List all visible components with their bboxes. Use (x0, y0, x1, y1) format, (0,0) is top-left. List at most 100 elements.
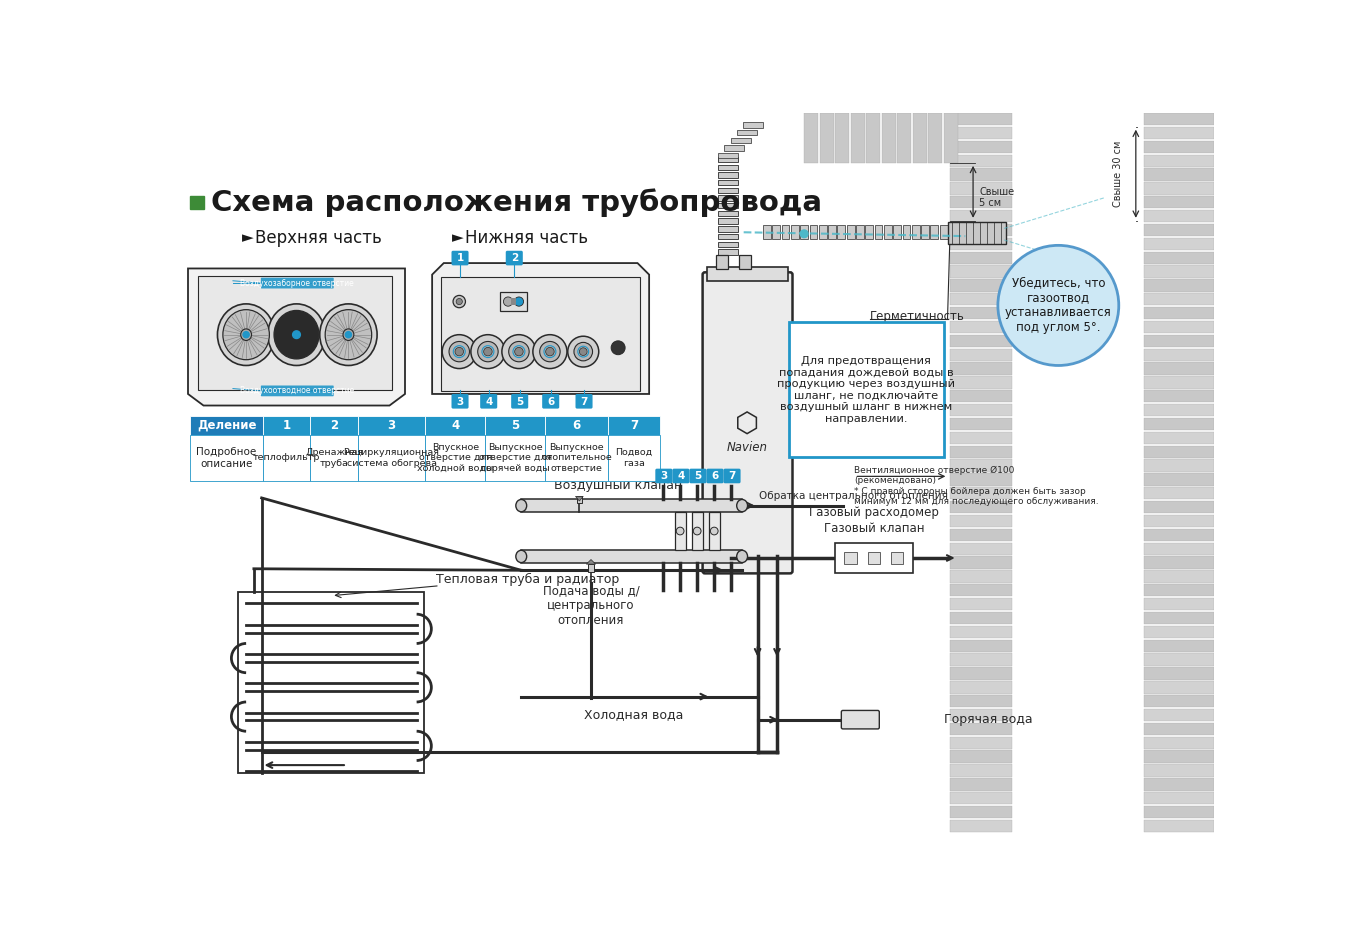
Bar (1144, 196, 1214, 208)
Bar (1144, 473, 1214, 486)
Bar (921, 225, 929, 239)
Bar (1144, 335, 1214, 347)
Text: теплофильтр: теплофильтр (252, 454, 320, 462)
Polygon shape (587, 560, 596, 565)
Bar (441, 277, 639, 391)
Bar (718, 157, 738, 162)
FancyBboxPatch shape (260, 278, 333, 289)
Text: Схема расположения трубопровода: Схема расположения трубопровода (212, 188, 823, 216)
Bar (674, 512, 685, 550)
Bar (950, 348, 1012, 360)
Circle shape (573, 343, 592, 360)
Bar (1144, 805, 1214, 819)
Bar (950, 154, 1012, 167)
Text: Вентиляционное отверстие Ø100
(рекомендовано)
* С правой стороны бойлера должен : Вентиляционное отверстие Ø100 (рекомендо… (854, 466, 1099, 506)
Bar (718, 218, 738, 224)
Text: Подача воды д/
центрального
отопления: Подача воды д/ центрального отопления (542, 584, 639, 628)
Polygon shape (576, 497, 583, 501)
Bar (707, 267, 788, 280)
Bar (1144, 279, 1214, 292)
Bar (1144, 584, 1214, 597)
Bar (198, 276, 391, 391)
Circle shape (478, 342, 498, 361)
Bar (912, 225, 920, 239)
Bar (800, 225, 808, 239)
Bar (1144, 709, 1214, 721)
Bar (708, 512, 719, 550)
Circle shape (611, 341, 625, 355)
Bar (1144, 391, 1214, 403)
Bar (950, 404, 1012, 416)
Bar (743, 122, 764, 128)
Bar (781, 225, 789, 239)
Bar (913, 113, 927, 163)
Text: Воздухоотводное отверстие: Воздухоотводное отверстие (240, 387, 355, 395)
Bar (835, 543, 913, 573)
FancyBboxPatch shape (452, 250, 468, 265)
Bar (950, 265, 1012, 278)
FancyBboxPatch shape (542, 394, 560, 408)
FancyBboxPatch shape (703, 272, 792, 573)
Bar (1144, 432, 1214, 444)
Bar (950, 307, 1012, 319)
FancyBboxPatch shape (260, 386, 333, 396)
Bar (893, 225, 901, 239)
Bar (804, 113, 817, 163)
Bar (865, 225, 873, 239)
Bar (545, 416, 607, 435)
Bar (950, 584, 1012, 597)
Bar (1144, 376, 1214, 389)
Bar (950, 251, 1012, 263)
Bar (950, 764, 1012, 776)
Text: Газовый клапан: Газовый клапан (824, 522, 924, 534)
Bar (1144, 251, 1214, 263)
Bar (1144, 362, 1214, 375)
Text: 4: 4 (486, 397, 492, 407)
Bar (950, 196, 1012, 208)
Text: 6: 6 (548, 397, 554, 407)
Bar (950, 238, 1012, 250)
Bar (1144, 695, 1214, 708)
Ellipse shape (325, 310, 372, 359)
Bar (1144, 265, 1214, 278)
Bar (928, 113, 942, 163)
Bar (851, 113, 865, 163)
Bar (239, 592, 425, 773)
Circle shape (545, 347, 554, 356)
Text: Выпускное
отверстие для
горячей воды: Выпускное отверстие для горячей воды (479, 443, 552, 472)
Bar (1144, 238, 1214, 250)
Circle shape (509, 342, 529, 361)
Text: 5: 5 (517, 397, 523, 407)
Text: Горячая вода: Горячая вода (943, 713, 1032, 726)
Bar (950, 805, 1012, 819)
Text: 4: 4 (451, 419, 460, 432)
Bar (1144, 792, 1214, 805)
Bar (897, 113, 911, 163)
Circle shape (503, 297, 513, 306)
Text: 3: 3 (387, 419, 395, 432)
Bar (764, 225, 770, 239)
Bar (1144, 820, 1214, 832)
Text: Дренажная
труба: Дренажная труба (305, 448, 363, 468)
Text: 1: 1 (282, 419, 290, 432)
Bar (773, 225, 780, 239)
Circle shape (676, 527, 684, 534)
Bar (1144, 140, 1214, 153)
Bar (884, 225, 892, 239)
Bar (1144, 667, 1214, 679)
Polygon shape (432, 263, 649, 394)
Bar (718, 249, 738, 255)
Bar (486, 435, 545, 481)
Bar (1144, 445, 1214, 458)
Circle shape (453, 295, 465, 308)
Bar (828, 225, 836, 239)
Ellipse shape (320, 304, 378, 365)
Circle shape (502, 335, 536, 369)
Text: Деление: Деление (197, 419, 256, 432)
Bar (950, 543, 1012, 555)
Ellipse shape (737, 500, 747, 512)
Text: 3: 3 (456, 397, 464, 407)
Bar (950, 210, 1012, 222)
Text: Свыше 30 см: Свыше 30 см (1113, 140, 1122, 207)
Circle shape (484, 347, 492, 356)
